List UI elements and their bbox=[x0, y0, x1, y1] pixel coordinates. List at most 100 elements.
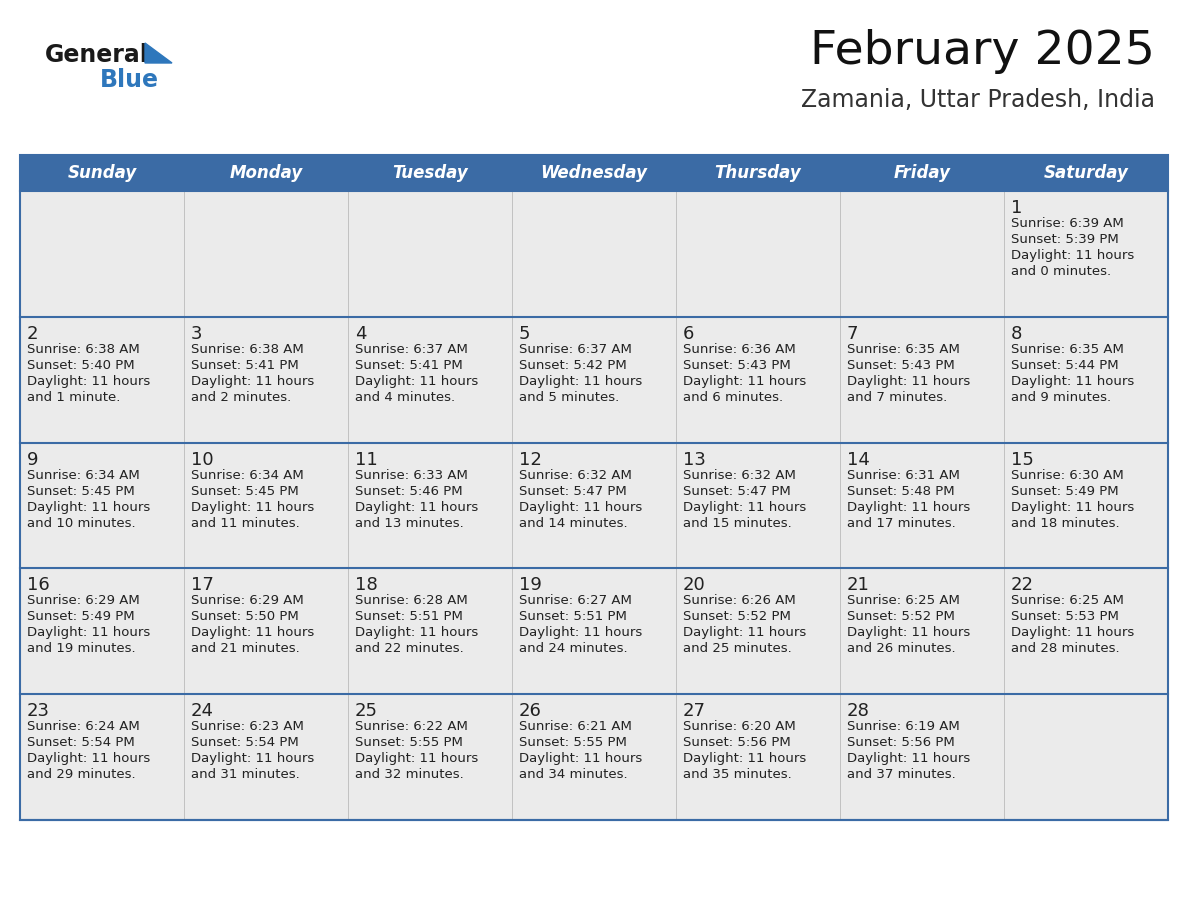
Text: Friday: Friday bbox=[893, 164, 950, 182]
Text: Daylight: 11 hours: Daylight: 11 hours bbox=[519, 752, 643, 766]
Text: and 31 minutes.: and 31 minutes. bbox=[191, 768, 299, 781]
Text: Daylight: 11 hours: Daylight: 11 hours bbox=[355, 752, 479, 766]
Text: and 14 minutes.: and 14 minutes. bbox=[519, 517, 627, 530]
Text: Sunset: 5:54 PM: Sunset: 5:54 PM bbox=[191, 736, 298, 749]
Text: Sunrise: 6:30 AM: Sunrise: 6:30 AM bbox=[1011, 468, 1124, 482]
Text: 25: 25 bbox=[355, 702, 378, 721]
Text: Sunrise: 6:36 AM: Sunrise: 6:36 AM bbox=[683, 342, 796, 356]
Text: Sunrise: 6:28 AM: Sunrise: 6:28 AM bbox=[355, 594, 468, 608]
Text: 12: 12 bbox=[519, 451, 542, 468]
Text: Sunrise: 6:34 AM: Sunrise: 6:34 AM bbox=[27, 468, 140, 482]
Text: Sunrise: 6:27 AM: Sunrise: 6:27 AM bbox=[519, 594, 632, 608]
Text: Sunrise: 6:37 AM: Sunrise: 6:37 AM bbox=[519, 342, 632, 356]
Text: 3: 3 bbox=[191, 325, 202, 342]
Text: Daylight: 11 hours: Daylight: 11 hours bbox=[1011, 375, 1135, 387]
Text: Daylight: 11 hours: Daylight: 11 hours bbox=[191, 500, 315, 513]
Text: Sunrise: 6:37 AM: Sunrise: 6:37 AM bbox=[355, 342, 468, 356]
Text: 8: 8 bbox=[1011, 325, 1023, 342]
Text: Sunday: Sunday bbox=[68, 164, 137, 182]
Text: Sunset: 5:50 PM: Sunset: 5:50 PM bbox=[191, 610, 298, 623]
Text: February 2025: February 2025 bbox=[810, 29, 1155, 74]
Text: Sunset: 5:55 PM: Sunset: 5:55 PM bbox=[355, 736, 463, 749]
Text: and 35 minutes.: and 35 minutes. bbox=[683, 768, 791, 781]
Text: and 1 minute.: and 1 minute. bbox=[27, 391, 120, 404]
Text: and 2 minutes.: and 2 minutes. bbox=[191, 391, 291, 404]
Text: and 10 minutes.: and 10 minutes. bbox=[27, 517, 135, 530]
Text: Daylight: 11 hours: Daylight: 11 hours bbox=[847, 626, 971, 640]
Text: Sunset: 5:52 PM: Sunset: 5:52 PM bbox=[847, 610, 955, 623]
Text: Sunrise: 6:26 AM: Sunrise: 6:26 AM bbox=[683, 594, 796, 608]
Text: Sunrise: 6:31 AM: Sunrise: 6:31 AM bbox=[847, 468, 960, 482]
Bar bbox=[20, 155, 1168, 820]
Text: General: General bbox=[45, 43, 148, 67]
Text: and 22 minutes.: and 22 minutes. bbox=[355, 643, 463, 655]
Text: 22: 22 bbox=[1011, 577, 1034, 594]
Bar bbox=[20, 155, 1168, 191]
Text: and 25 minutes.: and 25 minutes. bbox=[683, 643, 791, 655]
Text: 9: 9 bbox=[27, 451, 38, 468]
Text: Tuesday: Tuesday bbox=[392, 164, 468, 182]
Text: Sunset: 5:43 PM: Sunset: 5:43 PM bbox=[683, 359, 791, 372]
Text: Sunrise: 6:32 AM: Sunrise: 6:32 AM bbox=[683, 468, 796, 482]
Text: Daylight: 11 hours: Daylight: 11 hours bbox=[191, 375, 315, 387]
Text: Daylight: 11 hours: Daylight: 11 hours bbox=[27, 375, 150, 387]
Text: Blue: Blue bbox=[100, 68, 159, 92]
Text: Sunrise: 6:35 AM: Sunrise: 6:35 AM bbox=[1011, 342, 1124, 356]
Text: Sunrise: 6:29 AM: Sunrise: 6:29 AM bbox=[27, 594, 140, 608]
Text: and 11 minutes.: and 11 minutes. bbox=[191, 517, 299, 530]
Text: Daylight: 11 hours: Daylight: 11 hours bbox=[519, 500, 643, 513]
Text: Daylight: 11 hours: Daylight: 11 hours bbox=[1011, 626, 1135, 640]
Text: Daylight: 11 hours: Daylight: 11 hours bbox=[519, 375, 643, 387]
Text: Sunset: 5:48 PM: Sunset: 5:48 PM bbox=[847, 485, 955, 498]
Text: Sunset: 5:47 PM: Sunset: 5:47 PM bbox=[519, 485, 627, 498]
Text: and 9 minutes.: and 9 minutes. bbox=[1011, 391, 1111, 404]
Text: and 28 minutes.: and 28 minutes. bbox=[1011, 643, 1119, 655]
Text: 20: 20 bbox=[683, 577, 706, 594]
Text: 26: 26 bbox=[519, 702, 542, 721]
Text: Daylight: 11 hours: Daylight: 11 hours bbox=[27, 500, 150, 513]
Text: Sunrise: 6:24 AM: Sunrise: 6:24 AM bbox=[27, 721, 140, 733]
Text: Daylight: 11 hours: Daylight: 11 hours bbox=[847, 500, 971, 513]
Text: Sunrise: 6:25 AM: Sunrise: 6:25 AM bbox=[1011, 594, 1124, 608]
Text: Sunrise: 6:33 AM: Sunrise: 6:33 AM bbox=[355, 468, 468, 482]
Text: 16: 16 bbox=[27, 577, 50, 594]
Text: Daylight: 11 hours: Daylight: 11 hours bbox=[683, 375, 807, 387]
Text: 10: 10 bbox=[191, 451, 214, 468]
Text: Daylight: 11 hours: Daylight: 11 hours bbox=[355, 626, 479, 640]
Text: 15: 15 bbox=[1011, 451, 1034, 468]
Text: Daylight: 11 hours: Daylight: 11 hours bbox=[191, 752, 315, 766]
Text: Daylight: 11 hours: Daylight: 11 hours bbox=[1011, 249, 1135, 262]
Text: Sunset: 5:41 PM: Sunset: 5:41 PM bbox=[191, 359, 298, 372]
Text: Daylight: 11 hours: Daylight: 11 hours bbox=[355, 500, 479, 513]
Text: Sunset: 5:53 PM: Sunset: 5:53 PM bbox=[1011, 610, 1119, 623]
Text: Saturday: Saturday bbox=[1043, 164, 1129, 182]
Text: Sunset: 5:43 PM: Sunset: 5:43 PM bbox=[847, 359, 955, 372]
Text: Sunset: 5:54 PM: Sunset: 5:54 PM bbox=[27, 736, 134, 749]
Text: Daylight: 11 hours: Daylight: 11 hours bbox=[27, 626, 150, 640]
Text: Sunset: 5:49 PM: Sunset: 5:49 PM bbox=[1011, 485, 1119, 498]
Text: and 6 minutes.: and 6 minutes. bbox=[683, 391, 783, 404]
Text: 17: 17 bbox=[191, 577, 214, 594]
Text: and 15 minutes.: and 15 minutes. bbox=[683, 517, 791, 530]
Text: Monday: Monday bbox=[229, 164, 303, 182]
Text: 21: 21 bbox=[847, 577, 870, 594]
Text: Wednesday: Wednesday bbox=[541, 164, 647, 182]
Text: 4: 4 bbox=[355, 325, 367, 342]
Text: Sunrise: 6:29 AM: Sunrise: 6:29 AM bbox=[191, 594, 304, 608]
Text: 27: 27 bbox=[683, 702, 706, 721]
Text: Daylight: 11 hours: Daylight: 11 hours bbox=[27, 752, 150, 766]
Text: Sunrise: 6:25 AM: Sunrise: 6:25 AM bbox=[847, 594, 960, 608]
Text: Daylight: 11 hours: Daylight: 11 hours bbox=[683, 752, 807, 766]
Text: Sunset: 5:45 PM: Sunset: 5:45 PM bbox=[27, 485, 134, 498]
Text: 13: 13 bbox=[683, 451, 706, 468]
Text: and 17 minutes.: and 17 minutes. bbox=[847, 517, 956, 530]
Text: Sunset: 5:51 PM: Sunset: 5:51 PM bbox=[519, 610, 627, 623]
Text: and 18 minutes.: and 18 minutes. bbox=[1011, 517, 1119, 530]
Text: Sunrise: 6:39 AM: Sunrise: 6:39 AM bbox=[1011, 217, 1124, 230]
Text: Sunrise: 6:23 AM: Sunrise: 6:23 AM bbox=[191, 721, 304, 733]
Text: 2: 2 bbox=[27, 325, 38, 342]
Text: 23: 23 bbox=[27, 702, 50, 721]
Text: Sunrise: 6:35 AM: Sunrise: 6:35 AM bbox=[847, 342, 960, 356]
Text: Sunrise: 6:38 AM: Sunrise: 6:38 AM bbox=[191, 342, 304, 356]
Text: Daylight: 11 hours: Daylight: 11 hours bbox=[847, 375, 971, 387]
